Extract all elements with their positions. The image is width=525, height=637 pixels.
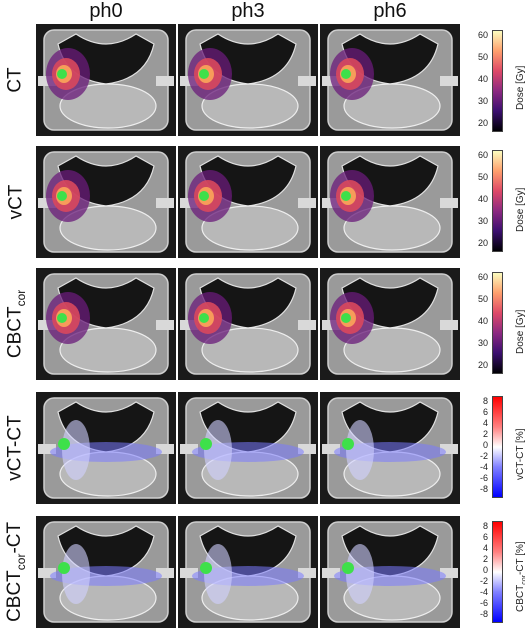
colorbar-tick-label: 6	[482, 407, 488, 417]
dose-colorbar	[492, 30, 503, 132]
colorbar-tick-label: 60	[477, 272, 488, 282]
diff-colorbar	[492, 521, 503, 623]
dose-colorbar-title: Dose [Gy]	[515, 309, 525, 354]
column-header-ph6: ph6	[373, 0, 407, 22]
dose-colorbar	[492, 150, 503, 252]
colorbar-tick-label: 4	[482, 543, 488, 553]
dose-colorbar	[492, 272, 503, 374]
ct-slice-panel	[320, 392, 460, 504]
colorbar-tick-label: 30	[477, 338, 488, 348]
colorbar-tick-label: 60	[477, 30, 488, 40]
colorbar-tick-label: -6	[479, 473, 488, 483]
colorbar-tick-label: -2	[479, 451, 488, 461]
colorbar-tick-label: 4	[482, 418, 488, 428]
ct-slice-panel	[178, 516, 318, 628]
colorbar-tick-label: 0	[482, 565, 488, 575]
colorbar-tick-label: 20	[477, 360, 488, 370]
ct-slice-panel	[178, 268, 318, 380]
colorbar-tick-label: 60	[477, 150, 488, 160]
colorbar-tick-label: -2	[479, 576, 488, 586]
row-label-cbct-cor: CBCTcor	[4, 289, 28, 359]
ct-slice-panel	[178, 146, 318, 258]
dose-colorbar-title: Dose [Gy]	[515, 65, 525, 110]
ct-slice-panel	[320, 268, 460, 380]
diff-colorbar-title: vCT-CT [%]	[515, 428, 525, 480]
column-header-ph0: ph0	[89, 0, 123, 22]
colorbar-tick-label: -8	[479, 484, 488, 494]
colorbar-tick-label: -4	[479, 462, 488, 472]
colorbar-tick-label: 50	[477, 294, 488, 304]
colorbar-tick-label: 30	[477, 96, 488, 106]
colorbar-tick-label: 8	[482, 521, 488, 531]
row-label-cbct-cor-ct: CBCTcor-CT	[4, 521, 28, 623]
ct-slice-panel	[36, 24, 176, 136]
colorbar-tick-label: 50	[477, 172, 488, 182]
column-header-ph3: ph3	[231, 0, 265, 22]
row-label-ct: CT	[4, 67, 26, 93]
colorbar-tick-label: 0	[482, 440, 488, 450]
colorbar-tick-label: -4	[479, 587, 488, 597]
ct-slice-panel	[36, 268, 176, 380]
diff-colorbar	[492, 396, 503, 498]
colorbar-tick-label: 6	[482, 532, 488, 542]
ct-slice-panel	[320, 24, 460, 136]
colorbar-tick-label: -6	[479, 598, 488, 608]
colorbar-tick-label: 20	[477, 238, 488, 248]
colorbar-tick-label: 30	[477, 216, 488, 226]
colorbar-tick-label: 40	[477, 194, 488, 204]
colorbar-tick-label: 2	[482, 429, 488, 439]
colorbar-tick-label: 40	[477, 74, 488, 84]
ct-slice-panel	[36, 516, 176, 628]
ct-slice-panel	[320, 516, 460, 628]
colorbar-tick-label: 8	[482, 396, 488, 406]
colorbar-tick-label: 50	[477, 52, 488, 62]
ct-slice-panel	[36, 392, 176, 504]
ct-slice-panel	[178, 24, 318, 136]
row-label-vct-ct: vCT-CT	[5, 415, 26, 481]
ct-slice-panel	[178, 392, 318, 504]
colorbar-tick-label: 20	[477, 118, 488, 128]
ct-slice-panel	[320, 146, 460, 258]
colorbar-tick-label: 2	[482, 554, 488, 564]
colorbar-tick-label: -8	[479, 609, 488, 619]
colorbar-tick-label: 40	[477, 316, 488, 326]
diff-colorbar-title: CBCTcor-CT [%]	[515, 541, 525, 612]
dose-colorbar-title: Dose [Gy]	[515, 187, 525, 232]
row-label-vct: vCT	[5, 184, 27, 220]
ct-slice-panel	[36, 146, 176, 258]
